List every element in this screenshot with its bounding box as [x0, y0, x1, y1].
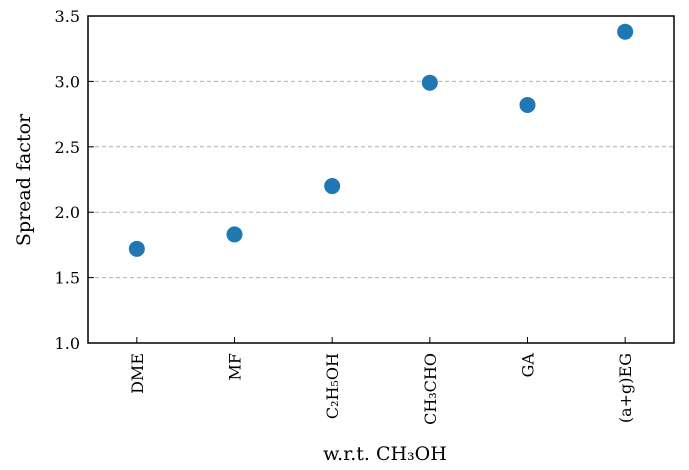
point [421, 74, 438, 91]
y-tick-label: 2.0 [55, 203, 80, 222]
point [226, 226, 243, 243]
point [519, 96, 536, 113]
point [617, 23, 634, 40]
x-tick-label: MF [226, 353, 245, 380]
y-tick-label: 1.5 [55, 269, 80, 288]
y-axis-label: Spread factor [13, 113, 35, 246]
x-tick-label: CH₃CHO [421, 353, 440, 425]
y-tick-label: 3.5 [55, 7, 80, 26]
x-axis-label: w.r.t. CH₃OH [323, 443, 447, 465]
y-tick-label: 1.0 [55, 334, 80, 353]
x-tick-label: DME [128, 353, 147, 394]
x-tick-label: C₂H₅OH [323, 353, 342, 419]
y-tick-label: 2.5 [55, 138, 80, 157]
point [128, 240, 145, 257]
x-tick-label: GA [519, 353, 538, 378]
point [324, 178, 341, 195]
x-tick-label: (a+g)EG [616, 353, 635, 423]
plot-frame [87, 15, 675, 344]
y-tick-label: 3.0 [55, 72, 80, 91]
